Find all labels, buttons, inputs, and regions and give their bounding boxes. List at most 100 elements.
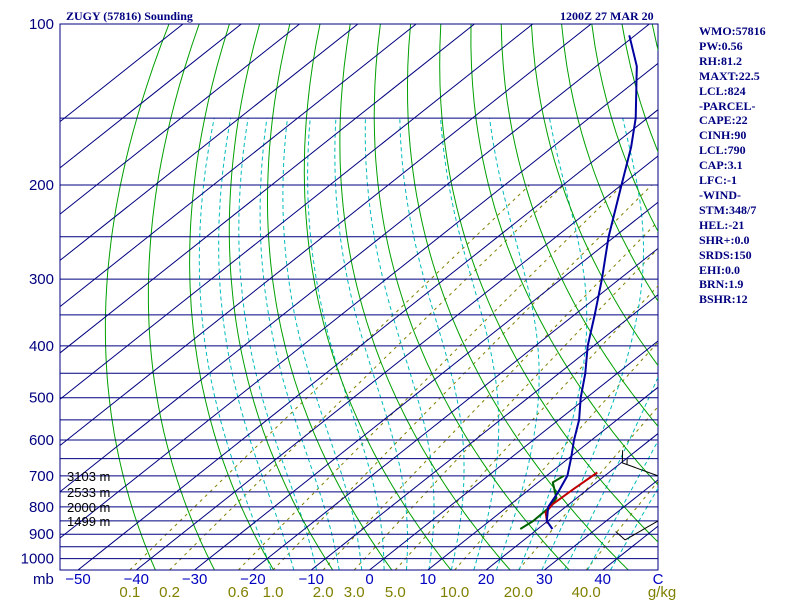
mixing-ratio-label: 1.0 <box>263 584 284 600</box>
dry-adiabat-line <box>339 24 511 570</box>
pressure-unit-label: mb <box>33 571 54 588</box>
temperature-tick-label: 30 <box>536 571 553 588</box>
indices-line: RH:81.2 <box>699 53 742 68</box>
temperature-tick-label: 40 <box>594 571 611 588</box>
isotherm-line <box>60 24 475 354</box>
pressure-label: 800 <box>29 499 54 516</box>
chart-datetime: 1200Z 27 MAR 20 <box>560 9 654 23</box>
mixing-ratio-label: 40.0 <box>572 584 601 600</box>
pressure-label: 700 <box>29 468 54 485</box>
pressure-label: 600 <box>29 432 54 449</box>
mixing-ratio-label: 0.1 <box>119 584 140 600</box>
isotherm-line <box>60 24 184 123</box>
indices-line: LCL:790 <box>699 143 746 158</box>
isotherm-line <box>427 386 658 570</box>
isotherm-line <box>60 24 534 400</box>
temperature-tick-label: C <box>653 571 664 588</box>
pressure-label: 200 <box>29 177 54 194</box>
mixing-ratio-label: 2.0 <box>313 584 334 600</box>
isotherm-line <box>60 24 359 262</box>
isotherm-line <box>60 24 300 215</box>
mixing-ratio-line <box>353 248 658 570</box>
isotherm-line <box>60 24 592 447</box>
pressure-label: 500 <box>29 390 54 407</box>
pressure-label: 1000 <box>21 551 54 568</box>
temperature-tick-label: −30 <box>182 571 207 588</box>
temperature-tick-label: −50 <box>65 571 90 588</box>
isotherm-line <box>60 24 417 308</box>
indices-line: PW:0.56 <box>699 38 743 53</box>
dry-adiabat-line <box>439 24 658 543</box>
height-label: 2000 m <box>67 500 110 515</box>
sounding-indices-panel: WMO:57816 PW:0.56 RH:81.2 MAXT:22.5 LCL:824-… <box>699 24 799 307</box>
indices-line: -WIND- <box>699 187 741 202</box>
dry-adiabat-line <box>104 24 170 570</box>
height-label: 3103 m <box>67 469 110 484</box>
mixing-ratio-lines <box>129 184 658 570</box>
pressure-label: 400 <box>29 338 54 355</box>
dry-adiabat-line <box>373 24 570 570</box>
indices-line: STM:348/7 <box>699 202 757 217</box>
isotherms <box>60 24 658 570</box>
indices-line: LFC:-1 <box>699 173 737 188</box>
sounding-profiles <box>519 35 638 530</box>
indices-line: BSHR:12 <box>699 292 748 307</box>
indices-line: CAPE:22 <box>699 113 748 128</box>
dry-adiabat-line <box>303 24 452 570</box>
isotherm-line <box>60 62 658 539</box>
parcel-profile-line <box>544 471 598 524</box>
indices-line: SRDS:150 <box>699 247 752 262</box>
dry-adiabat-line <box>470 24 658 486</box>
mixing-ratio-line <box>272 184 653 570</box>
mixing-ratio-label: 10.0 <box>440 584 469 600</box>
indices-line: SHR+:0.0 <box>699 232 750 247</box>
temperature-profile-line <box>545 35 638 530</box>
mixing-ratio-label: 0.6 <box>228 584 249 600</box>
isotherm-line <box>60 24 650 493</box>
indices-line: -PARCEL- <box>699 98 756 113</box>
dry-adiabats <box>104 24 658 570</box>
mixing-ratio-label: g/kg <box>648 584 676 600</box>
indices-line: BRN:1.9 <box>699 277 744 292</box>
dry-adiabat-line <box>189 24 275 570</box>
isotherm-line <box>310 294 658 570</box>
pressure-label: 300 <box>29 271 54 288</box>
indices-line: CAP:3.1 <box>699 158 743 173</box>
wind-barbs <box>615 450 659 541</box>
dewpoint-profile-line <box>519 474 565 530</box>
dry-adiabat-line <box>228 24 334 570</box>
mixing-ratio-line <box>518 405 658 570</box>
mixing-ratio-label: 20.0 <box>504 584 533 600</box>
dry-adiabat-line <box>530 24 658 367</box>
indices-line: WMO:57816 <box>699 24 766 38</box>
height-label: 2533 m <box>67 485 110 500</box>
temperature-tick-label: 0 <box>365 571 373 588</box>
temperature-tick-label: −40 <box>124 571 149 588</box>
wind-barb <box>621 450 659 477</box>
isotherm-line <box>485 432 658 570</box>
indices-line: MAXT:22.5 <box>699 68 760 83</box>
isotherm-line <box>194 201 658 570</box>
mixing-ratio-line <box>585 480 658 570</box>
mixing-ratio-label: 5.0 <box>385 584 406 600</box>
plot-frame <box>59 23 659 571</box>
indices-line: HEL:-21 <box>699 217 745 232</box>
temperature-tick-label: −10 <box>298 571 323 588</box>
mixing-ratio-line <box>169 184 565 570</box>
temperature-tick-label: 10 <box>419 571 436 588</box>
indices-line: CINH:90 <box>699 128 747 143</box>
mixing-ratio-label: 3.0 <box>344 584 365 600</box>
temperature-tick-label: −20 <box>240 571 265 588</box>
height-label: 1499 m <box>67 514 110 529</box>
indices-line: EHI:0.0 <box>699 262 741 277</box>
wind-barb <box>615 520 659 541</box>
pressure-label: 900 <box>29 526 54 543</box>
temperature-tick-label: 20 <box>478 571 495 588</box>
dry-adiabat-line <box>147 24 215 570</box>
isotherm-line <box>369 340 658 570</box>
isotherm-line <box>60 24 242 169</box>
indices-line: LCL:824 <box>699 83 746 98</box>
isotherm-line <box>252 247 658 570</box>
